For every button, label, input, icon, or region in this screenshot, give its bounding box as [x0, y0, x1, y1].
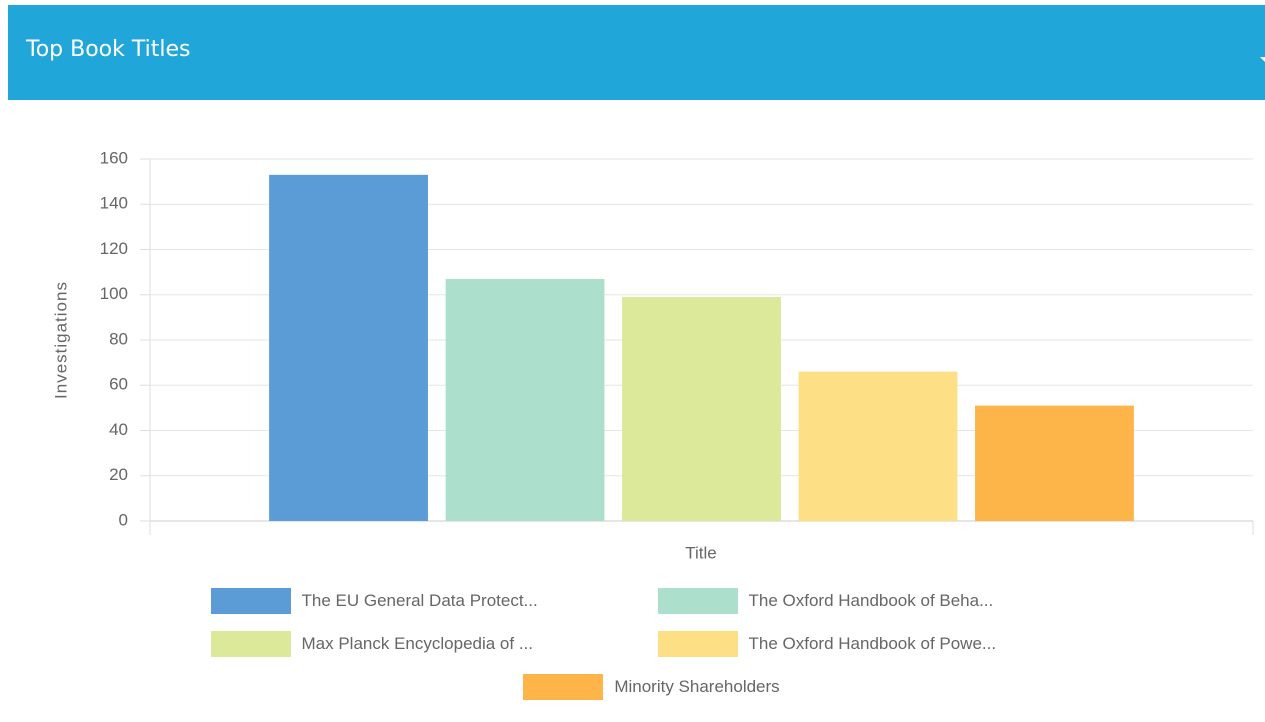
y-tick-label: 0	[119, 510, 128, 529]
legend-swatch	[523, 674, 604, 700]
legend-swatch	[657, 588, 738, 614]
legend-swatch	[210, 588, 291, 614]
y-tick-label: 120	[100, 239, 128, 258]
y-tick-label: 40	[109, 420, 128, 439]
legend-label: Minority Shareholders	[614, 677, 780, 696]
legend-label: Max Planck Encyclopedia of ...	[301, 634, 534, 653]
legend-item[interactable]: Minority Shareholders	[523, 672, 780, 702]
x-axis-title: Title	[685, 543, 717, 562]
y-tick-label: 80	[109, 329, 128, 348]
y-tick-label: 100	[100, 284, 128, 303]
legend-item[interactable]: Max Planck Encyclopedia of ...	[210, 629, 646, 659]
panel-title: Top Book Titles	[26, 37, 191, 62]
legend: The EU General Data Protect... The Oxford…	[150, 586, 1153, 702]
legend-label: The EU General Data Protect...	[301, 591, 538, 610]
y-tick-label: 160	[100, 148, 128, 167]
y-tick-label: 60	[109, 375, 128, 394]
bar	[975, 405, 1134, 521]
bar	[622, 297, 781, 521]
bar	[269, 174, 428, 521]
panel-header: Top Book Titles	[8, 5, 1265, 100]
legend-item[interactable]: The EU General Data Protect...	[210, 586, 646, 616]
y-axis-title: Investigations	[51, 281, 70, 399]
legend-swatch	[210, 631, 291, 657]
y-tick-label: 140	[100, 194, 128, 213]
bar	[798, 371, 958, 521]
legend-item[interactable]: The Oxford Handbook of Beha...	[657, 586, 1093, 616]
bar	[445, 278, 605, 521]
legend-item[interactable]: The Oxford Handbook of Powe...	[657, 629, 1093, 659]
legend-label: The Oxford Handbook of Powe...	[748, 634, 997, 653]
dropdown-caret[interactable]	[1260, 57, 1265, 62]
legend-swatch	[657, 631, 738, 657]
y-tick-label: 20	[109, 465, 128, 484]
legend-label: The Oxford Handbook of Beha...	[748, 591, 994, 610]
